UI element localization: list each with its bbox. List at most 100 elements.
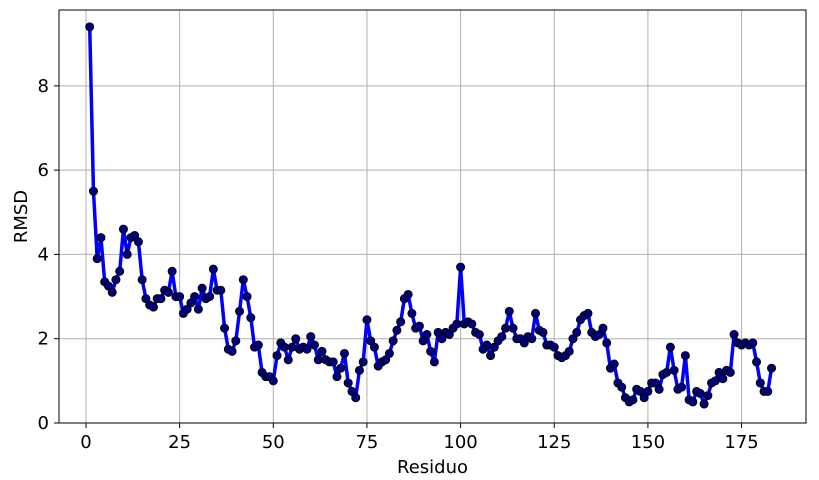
data-point: [358, 357, 368, 367]
data-point: [197, 283, 207, 293]
data-point: [280, 342, 290, 352]
data-point: [474, 330, 484, 339]
data-point: [482, 340, 492, 350]
data-point: [396, 317, 406, 327]
data-point: [486, 351, 496, 361]
data-point: [193, 304, 203, 314]
data-point: [654, 384, 664, 394]
data-point: [111, 275, 121, 285]
data-point: [163, 287, 173, 297]
data-point: [208, 264, 218, 274]
data-point: [538, 327, 548, 337]
data-point: [456, 262, 466, 272]
data-point: [695, 389, 705, 398]
y-tick-label: 8: [38, 76, 49, 97]
data-point: [384, 348, 394, 358]
data-point: [246, 313, 256, 323]
data-point: [175, 292, 185, 302]
data-point: [718, 374, 728, 384]
data-point: [205, 292, 215, 302]
data-point: [133, 237, 143, 247]
data-point: [598, 323, 608, 333]
data-point: [92, 254, 102, 264]
data-point: [763, 386, 773, 396]
data-point: [669, 365, 679, 375]
data-point: [242, 292, 252, 302]
data-point: [549, 342, 559, 352]
x-tick-label: 100: [443, 432, 477, 453]
data-point: [643, 386, 653, 396]
data-point: [96, 233, 106, 243]
data-point: [609, 359, 619, 369]
data-point: [583, 308, 593, 318]
data-point: [122, 249, 132, 259]
data-point: [343, 378, 353, 388]
data-point: [504, 306, 514, 316]
data-point: [268, 376, 278, 386]
data-point: [313, 355, 323, 365]
data-point: [362, 315, 372, 325]
data-point: [752, 357, 762, 367]
data-point: [527, 334, 537, 344]
data-point: [235, 306, 245, 316]
data-point: [272, 351, 282, 361]
x-tick-label: 75: [355, 432, 378, 453]
data-point: [665, 342, 675, 352]
data-point: [508, 323, 518, 333]
data-point: [287, 342, 297, 352]
data-point: [369, 342, 379, 352]
data-point: [309, 340, 319, 350]
data-point: [332, 372, 342, 382]
data-point: [115, 266, 125, 276]
data-point: [602, 338, 612, 348]
data-point: [422, 330, 432, 339]
x-tick-label: 150: [631, 432, 665, 453]
data-point: [748, 338, 758, 348]
data-point: [407, 308, 417, 318]
data-point: [253, 340, 263, 350]
y-tick-label: 0: [38, 413, 49, 434]
data-point: [426, 346, 436, 356]
data-point: [88, 186, 98, 196]
data-point: [392, 325, 402, 335]
data-point: [501, 323, 511, 333]
data-point: [302, 344, 312, 354]
data-point: [403, 289, 413, 299]
data-point: [306, 332, 316, 342]
data-point: [452, 319, 462, 329]
data-point: [354, 365, 364, 375]
data-point: [767, 363, 777, 373]
y-axis-label: RMSD: [11, 190, 32, 243]
data-point: [414, 321, 424, 331]
data-point: [339, 348, 349, 358]
data-point: [699, 399, 709, 409]
data-point: [703, 391, 713, 401]
data-point: [156, 294, 166, 304]
data-point: [572, 327, 582, 337]
data-point: [617, 382, 627, 392]
data-point: [729, 330, 739, 339]
y-tick-label: 2: [38, 329, 49, 350]
data-point: [328, 357, 338, 367]
data-point: [291, 334, 301, 344]
data-point: [85, 22, 95, 32]
data-point: [725, 367, 735, 377]
x-axis-label: Residuo: [397, 457, 468, 478]
y-tick-label: 4: [38, 244, 49, 265]
axis-ticks: 0 25 50 75 100 125 150 175 0 2 4 6 8: [38, 76, 759, 453]
data-point: [680, 351, 690, 361]
x-tick-label: 125: [537, 432, 571, 453]
data-point: [167, 266, 177, 276]
plot-frame: [58, 9, 807, 424]
data-point: [662, 367, 672, 377]
data-point: [238, 275, 248, 285]
x-tick-label: 50: [262, 432, 285, 453]
data-point: [497, 332, 507, 342]
x-tick-label: 175: [724, 432, 758, 453]
data-point: [148, 302, 158, 312]
data-point: [429, 357, 439, 367]
data-point: [190, 292, 200, 302]
x-tick-label: 25: [168, 432, 191, 453]
data-point: [220, 323, 230, 333]
